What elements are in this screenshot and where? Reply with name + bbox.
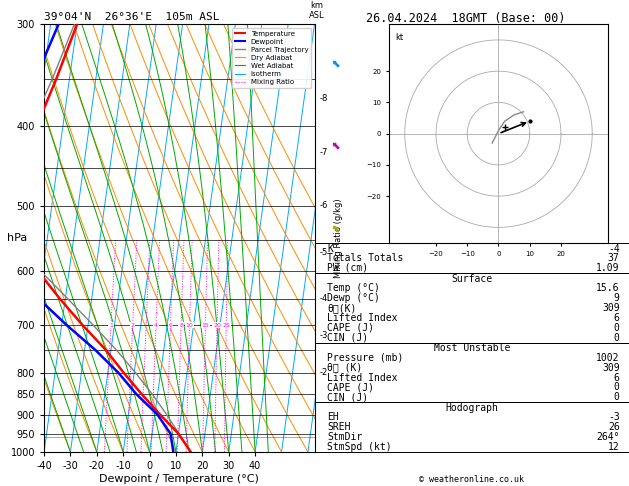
Bar <box>314 243 629 273</box>
Text: 0: 0 <box>614 382 620 393</box>
Text: -5: -5 <box>320 248 328 257</box>
Text: -6: -6 <box>320 201 328 210</box>
Text: Totals Totals: Totals Totals <box>327 253 403 263</box>
Text: Lifted Index: Lifted Index <box>327 313 398 323</box>
Text: CIN (J): CIN (J) <box>327 393 368 402</box>
Bar <box>314 273 629 343</box>
Text: PW (cm): PW (cm) <box>327 263 368 273</box>
Text: 37: 37 <box>608 253 620 263</box>
Text: Mixing Ratio (g/kg): Mixing Ratio (g/kg) <box>335 198 343 278</box>
Text: 0: 0 <box>614 323 620 333</box>
Text: ⬆: ⬆ <box>330 139 343 153</box>
Text: 309: 309 <box>602 363 620 373</box>
Text: 10: 10 <box>186 323 193 328</box>
Text: 1: 1 <box>109 323 113 328</box>
Text: kt: kt <box>396 33 404 42</box>
Text: StmDir: StmDir <box>327 433 362 442</box>
Text: -4: -4 <box>608 244 620 254</box>
Text: 6: 6 <box>614 313 620 323</box>
Text: CAPE (J): CAPE (J) <box>327 382 374 393</box>
Text: 12: 12 <box>608 442 620 452</box>
Text: -3: -3 <box>320 331 328 340</box>
Text: 39°04'N  26°36'E  105m ASL: 39°04'N 26°36'E 105m ASL <box>44 12 220 22</box>
Bar <box>314 343 629 402</box>
Text: Hodograph: Hodograph <box>445 403 498 413</box>
X-axis label: Dewpoint / Temperature (°C): Dewpoint / Temperature (°C) <box>99 474 259 484</box>
Text: 1.09: 1.09 <box>596 263 620 273</box>
Text: StmSpd (kt): StmSpd (kt) <box>327 442 392 452</box>
Text: hPa: hPa <box>7 233 27 243</box>
Text: SREH: SREH <box>327 422 350 433</box>
Text: ⬆: ⬆ <box>330 222 343 235</box>
Text: 1002: 1002 <box>596 353 620 363</box>
Text: θᴇ (K): θᴇ (K) <box>327 363 362 373</box>
Text: 8: 8 <box>179 323 183 328</box>
Text: 0: 0 <box>614 393 620 402</box>
Text: Dewp (°C): Dewp (°C) <box>327 293 380 303</box>
Text: 15.6: 15.6 <box>596 283 620 293</box>
Text: 6: 6 <box>614 372 620 382</box>
Text: Pressure (mb): Pressure (mb) <box>327 353 403 363</box>
Text: CAPE (J): CAPE (J) <box>327 323 374 333</box>
Text: 0: 0 <box>614 332 620 343</box>
Text: 6: 6 <box>169 323 172 328</box>
Text: -8: -8 <box>320 94 328 104</box>
Text: ⬆: ⬆ <box>330 56 343 70</box>
Text: 20: 20 <box>213 323 221 328</box>
Text: Surface: Surface <box>451 274 493 284</box>
Legend: Temperature, Dewpoint, Parcel Trajectory, Dry Adiabat, Wet Adiabat, Isotherm, Mi: Temperature, Dewpoint, Parcel Trajectory… <box>232 28 311 88</box>
Text: 9: 9 <box>614 293 620 303</box>
Text: EH: EH <box>327 412 339 422</box>
Text: km
ASL: km ASL <box>309 0 325 20</box>
Text: Temp (°C): Temp (°C) <box>327 283 380 293</box>
Text: © weatheronline.co.uk: © weatheronline.co.uk <box>420 474 524 484</box>
Text: 26: 26 <box>608 422 620 433</box>
Text: -3: -3 <box>608 412 620 422</box>
Text: θᴇ(K): θᴇ(K) <box>327 303 357 313</box>
Text: 309: 309 <box>602 303 620 313</box>
Text: 15: 15 <box>201 323 209 328</box>
Text: Lifted Index: Lifted Index <box>327 372 398 382</box>
Text: 25: 25 <box>222 323 230 328</box>
Text: -2: -2 <box>320 368 328 377</box>
Text: 26.04.2024  18GMT (Base: 00): 26.04.2024 18GMT (Base: 00) <box>365 12 565 25</box>
Text: Most Unstable: Most Unstable <box>433 343 510 353</box>
Bar <box>314 402 629 452</box>
Text: -7: -7 <box>320 148 328 156</box>
Text: 4: 4 <box>154 323 158 328</box>
Text: CIN (J): CIN (J) <box>327 332 368 343</box>
Text: K: K <box>327 244 333 254</box>
Text: 264°: 264° <box>596 433 620 442</box>
Text: -4: -4 <box>320 295 328 303</box>
Text: 2: 2 <box>131 323 135 328</box>
